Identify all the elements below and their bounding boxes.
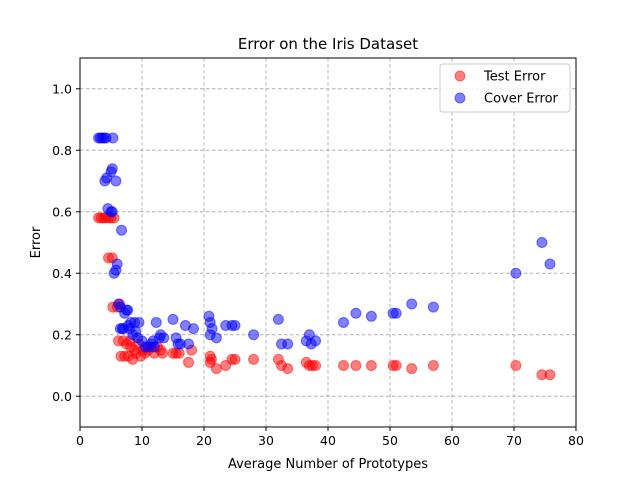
data-point	[248, 329, 260, 341]
legend-marker-cover-error	[454, 92, 466, 104]
x-tick-label: 30	[258, 433, 274, 448]
data-point	[107, 132, 119, 144]
x-tick-label: 40	[320, 433, 336, 448]
data-point	[544, 369, 556, 381]
data-point	[148, 341, 160, 353]
legend-label-test-error: Test Error	[483, 70, 546, 85]
grid	[80, 58, 576, 427]
data-point	[427, 301, 439, 313]
data-point	[150, 316, 162, 328]
data-point	[406, 363, 418, 375]
data-point	[106, 163, 118, 175]
data-point	[272, 313, 284, 325]
legend-marker-test-error	[454, 70, 466, 82]
x-tick-label: 60	[444, 433, 460, 448]
data-point	[183, 338, 194, 350]
y-tick-label: 0.2	[52, 327, 72, 342]
data-point	[158, 332, 170, 344]
data-point	[187, 323, 199, 335]
data-point	[167, 313, 179, 325]
data-point	[510, 360, 522, 371]
data-point	[106, 206, 118, 218]
legend: Test Error Cover Error	[439, 63, 571, 113]
data-point	[365, 360, 377, 371]
data-point	[338, 360, 349, 371]
y-tick-label: 1.0	[52, 81, 72, 96]
data-point	[122, 304, 134, 316]
data-point	[156, 347, 168, 359]
x-tick-label: 50	[382, 433, 398, 448]
data-point	[133, 316, 145, 328]
series-1	[93, 132, 556, 353]
chart-title: Error on the Iris Dataset	[238, 35, 418, 53]
data-point	[390, 360, 402, 371]
data-point	[338, 316, 349, 328]
y-tick-label: 0.4	[52, 266, 72, 281]
data-point	[310, 335, 322, 347]
x-tick-label: 80	[568, 433, 584, 448]
x-tick-label: 10	[134, 433, 150, 448]
data-point	[111, 258, 123, 270]
x-axis-title: Average Number of Prototypes	[228, 457, 428, 472]
data-point	[229, 353, 241, 365]
data-point	[206, 323, 218, 335]
data-point	[282, 338, 294, 350]
plot-frame	[79, 57, 577, 428]
y-axis-title: Error	[29, 226, 44, 258]
data-point	[210, 332, 222, 344]
data-point	[282, 363, 294, 375]
data-point	[365, 310, 377, 322]
data-point	[310, 360, 322, 371]
data-point	[536, 237, 548, 248]
data-point	[544, 258, 556, 270]
y-tick-label: 0.0	[52, 389, 72, 404]
data-point	[390, 307, 402, 319]
data-point	[183, 356, 194, 368]
data-point	[350, 360, 362, 371]
data-point	[350, 307, 362, 319]
data-point	[510, 267, 522, 279]
data-point	[427, 360, 439, 371]
legend-label-cover-error: Cover Error	[484, 92, 559, 107]
y-tick-label: 0.6	[52, 204, 72, 219]
x-tick-label: 20	[196, 433, 212, 448]
data-point	[406, 298, 418, 310]
series-layer	[93, 132, 556, 381]
data-point	[173, 347, 185, 359]
axis-ticks: 0 10 20 30 40 50 60 70 80 0.0 0.2 0.4 0.6 0.8 1.0	[52, 81, 584, 448]
x-tick-label: 70	[506, 433, 522, 448]
data-point	[229, 320, 241, 332]
data-point	[116, 224, 128, 236]
x-tick-label: 0	[76, 433, 84, 448]
data-point	[110, 175, 122, 187]
legend-box	[439, 63, 571, 113]
data-point	[248, 353, 260, 365]
data-point	[210, 363, 222, 375]
y-tick-label: 0.8	[52, 143, 72, 158]
